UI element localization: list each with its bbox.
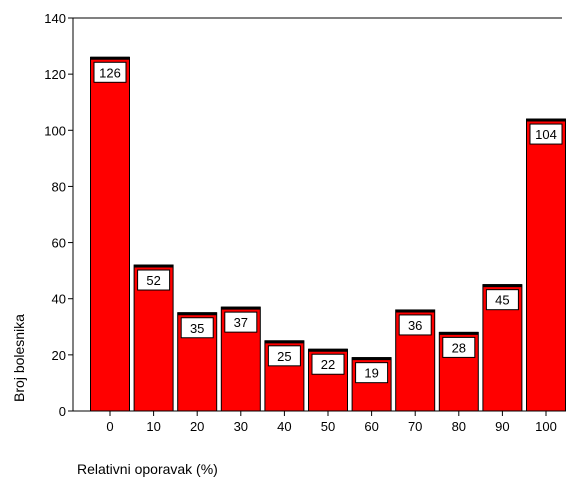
- data-label: 36: [408, 318, 422, 333]
- data-label-box: [442, 336, 476, 358]
- data-label-box: [355, 362, 389, 384]
- x-tick-label: 50: [321, 419, 335, 434]
- data-label-box: [529, 123, 563, 145]
- bars: [90, 56, 566, 412]
- data-label-box: [224, 311, 258, 333]
- data-label-box: [267, 345, 301, 367]
- data-label: 126: [99, 65, 121, 80]
- data-label: 25: [277, 349, 291, 364]
- bar: [526, 118, 566, 412]
- y-tick-label: 40: [52, 292, 66, 307]
- x-tick-label: 40: [277, 419, 291, 434]
- y-ticks: 0 20 40 60 80 100 120 140: [44, 11, 73, 419]
- y-tick-label: 80: [52, 179, 66, 194]
- x-tick-label: 80: [452, 419, 466, 434]
- y-tick-label: 140: [44, 11, 66, 26]
- data-label-box: [311, 353, 345, 375]
- data-label: 19: [364, 366, 378, 381]
- x-tick-label: 30: [234, 419, 248, 434]
- x-axis-title: Relativni oporavak (%): [77, 461, 218, 477]
- x-tick-label: 60: [364, 419, 378, 434]
- data-label-box: [180, 317, 214, 339]
- y-tick-label: 100: [44, 123, 66, 138]
- bar: [90, 56, 130, 412]
- x-tick-label: 100: [535, 419, 557, 434]
- y-tick-label: 120: [44, 67, 66, 82]
- data-label: 22: [321, 357, 335, 372]
- data-labels: 126 52 35 37 25 22 19 36 28 45 104: [93, 61, 563, 384]
- y-axis-title: Broj bolesnika: [11, 314, 27, 402]
- data-label-box: [398, 314, 432, 336]
- data-label: 104: [535, 127, 557, 142]
- data-label-box: [93, 61, 127, 83]
- data-label: 37: [234, 315, 248, 330]
- data-label: 52: [146, 273, 160, 288]
- x-tick-label: 20: [190, 419, 204, 434]
- data-label: 35: [190, 321, 204, 336]
- data-label-box: [485, 289, 519, 311]
- x-tick-label: 0: [106, 419, 113, 434]
- x-ticks: 0 10 20 30 40 50 60 70 80 90 100: [106, 411, 557, 434]
- x-tick-label: 70: [408, 419, 422, 434]
- data-label-box: [137, 269, 171, 291]
- y-tick-label: 20: [52, 348, 66, 363]
- y-tick-label: 60: [52, 236, 66, 251]
- data-label: 28: [452, 340, 466, 355]
- x-tick-label: 10: [146, 419, 160, 434]
- x-tick-label: 90: [495, 419, 509, 434]
- data-label: 45: [495, 293, 509, 308]
- y-tick-label: 0: [59, 404, 66, 419]
- axes: [72, 17, 562, 412]
